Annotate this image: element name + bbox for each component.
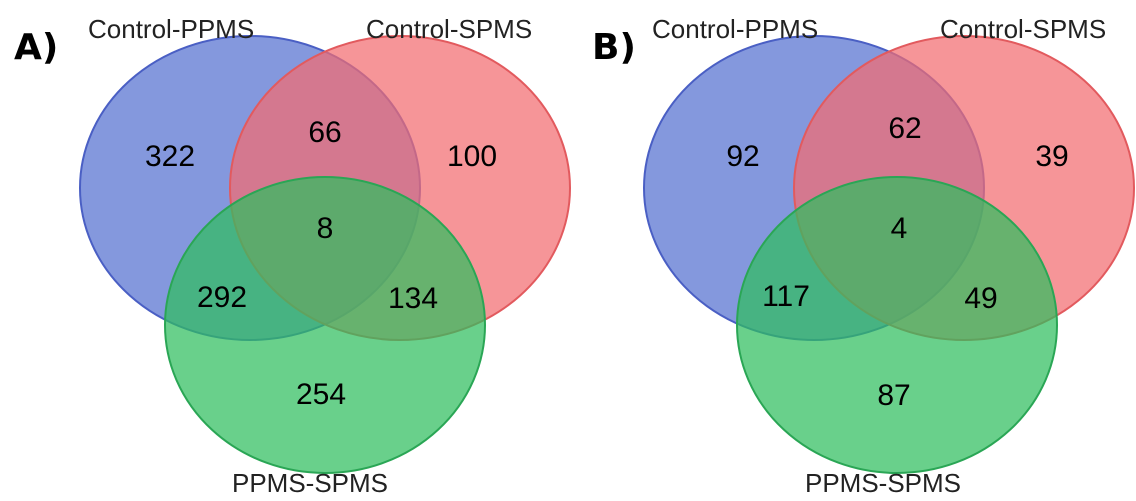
panel-b-circles <box>643 35 1135 474</box>
panel-a-count-all-three: 8 <box>316 212 334 245</box>
panel-b-count-control-ppms-and-ppms-spms: 117 <box>762 280 810 313</box>
panel-a-count-control-ppms-and-ppms-spms: 292 <box>196 281 248 314</box>
panel-a-count-control-spms-only: 100 <box>446 140 498 173</box>
panel-b-label-control-ppms: Control-PPMS <box>652 14 819 44</box>
panel-b-label-control-spms: Control-SPMS <box>940 14 1107 44</box>
panel-b-count-ppms-spms-only: 87 <box>877 379 911 412</box>
panel-a-letter: A) <box>14 27 59 68</box>
panel-a-count-control-ppms-only: 322 <box>144 140 196 173</box>
panel-b-count-control-spms-only: 39 <box>1035 140 1069 173</box>
panel-a-label-control-spms: Control-SPMS <box>366 14 533 44</box>
panel-a-label-ppms-spms: PPMS-SPMS <box>232 468 389 498</box>
panel-a-count-ppms-spms-only: 254 <box>295 378 347 411</box>
panel-a-count-control-spms-and-ppms-spms: 134 <box>387 282 439 315</box>
panel-b-count-all-three: 4 <box>890 212 908 245</box>
panel-b-label-ppms-spms: PPMS-SPMS <box>805 468 962 498</box>
panel-a-count-ppms-and-spms-controls: 66 <box>308 116 342 149</box>
panel-b-letter: B) <box>592 27 636 68</box>
panel-b-count-control-spms-and-ppms-spms: 49 <box>964 282 998 315</box>
panel-b-count-control-ppms-only: 92 <box>726 140 760 173</box>
panel-b-count-ppms-and-spms-controls: 62 <box>888 112 922 145</box>
panel-a-circle-ppms-spms <box>164 176 486 474</box>
panel-a-circles <box>79 35 571 474</box>
panel-a-label-control-ppms: Control-PPMS <box>88 14 255 44</box>
panel-b-circle-ppms-spms <box>736 176 1058 474</box>
